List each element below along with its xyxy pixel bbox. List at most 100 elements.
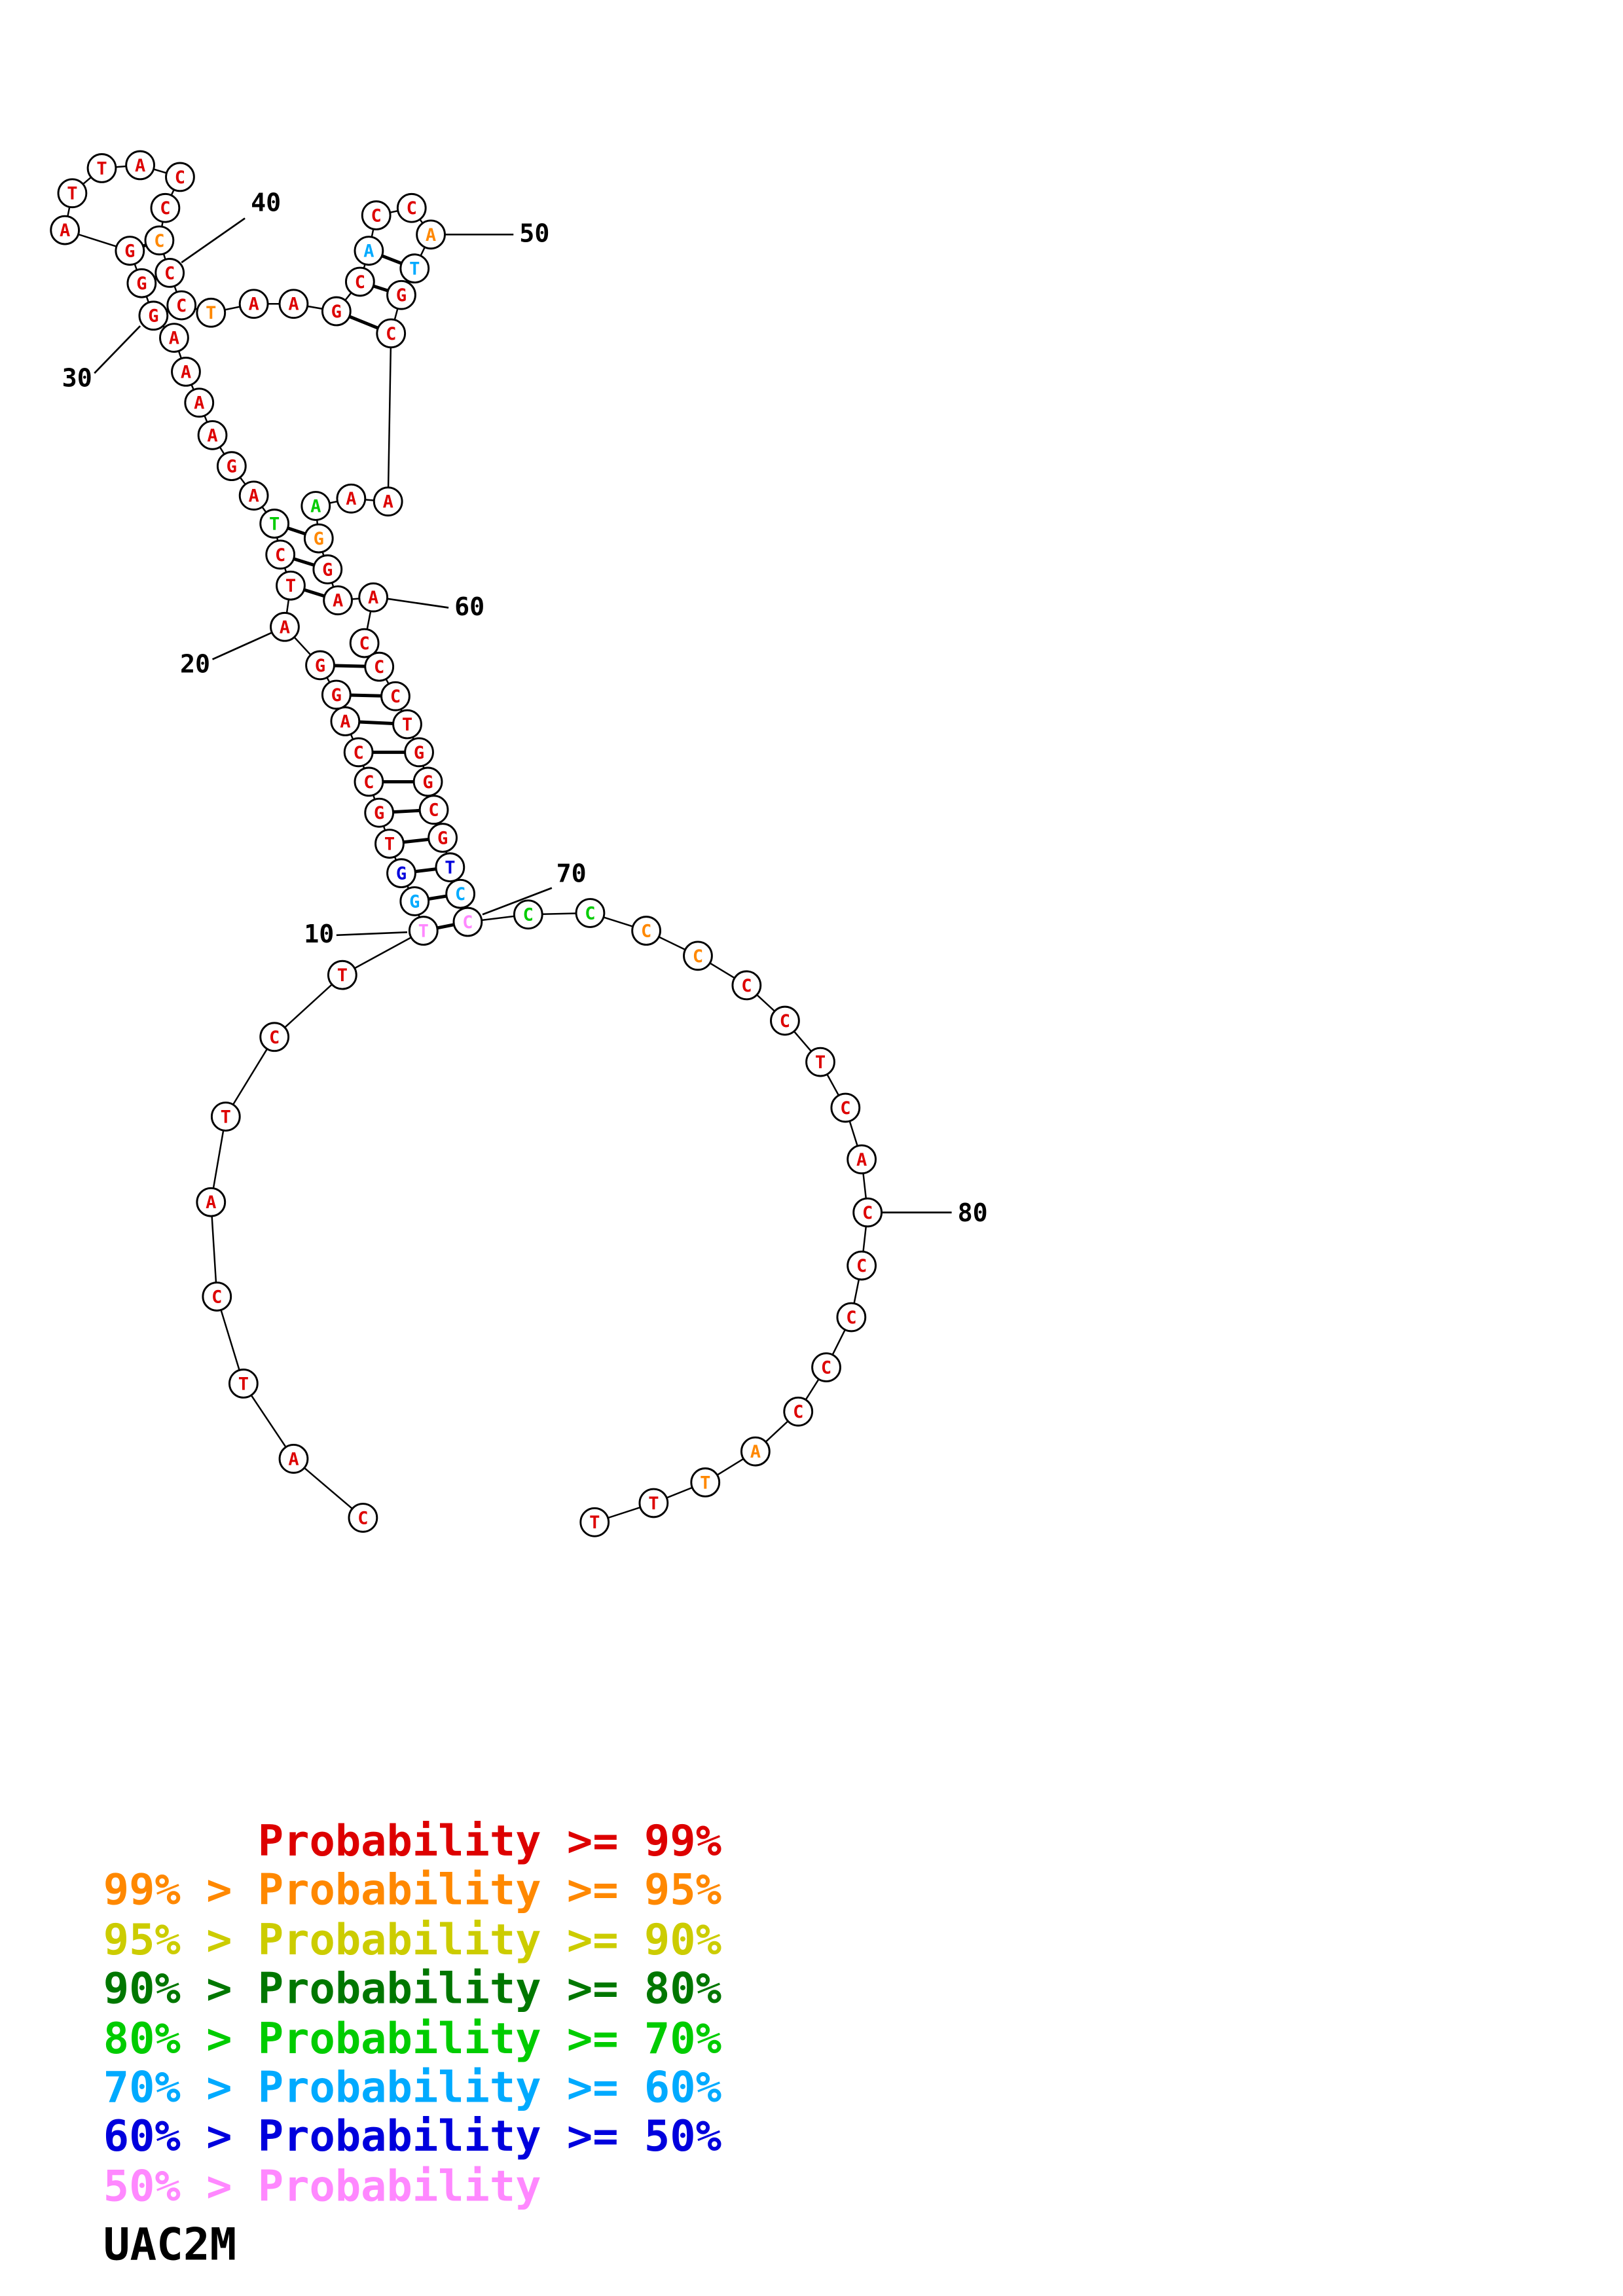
svg-text:C: C	[374, 657, 384, 677]
svg-text:A: A	[135, 156, 145, 176]
legend-line-0: Probability >= 99%	[103, 1816, 721, 1866]
label-leader-line	[94, 325, 141, 374]
nucleotide: A	[416, 219, 446, 250]
nucleotide: G	[321, 296, 352, 327]
nucleotide: C	[345, 266, 375, 297]
nucleotide: C	[348, 1503, 378, 1533]
nucleotide: A	[323, 585, 353, 616]
nucleotide: T	[399, 253, 430, 284]
nucleotide: G	[412, 766, 443, 797]
svg-text:A: A	[368, 588, 378, 608]
svg-text:C: C	[269, 1028, 280, 1048]
nucleotide: C	[265, 539, 296, 570]
nucleotide: C	[452, 906, 483, 937]
nucleotide: A	[125, 150, 155, 181]
nucleotide: A	[270, 611, 300, 642]
nucleotide: G	[126, 268, 157, 298]
svg-text:G: G	[414, 743, 424, 763]
nucleotide: A	[301, 491, 331, 521]
nucleotide: A	[373, 486, 403, 517]
nucleotide: C	[380, 681, 410, 711]
legend-line-2: 95% > Probability >= 90%	[103, 1915, 721, 1965]
nucleotide: T	[196, 297, 227, 328]
position-label: 10	[304, 920, 334, 949]
svg-text:C: C	[585, 903, 595, 924]
nucleotide: T	[374, 829, 405, 859]
svg-text:C: C	[780, 1011, 790, 1031]
svg-text:G: G	[437, 829, 448, 849]
legend-line-7: 50% > Probability	[103, 2161, 541, 2211]
legend-line-5: 70% > Probability >= 60%	[103, 2062, 721, 2112]
svg-text:T: T	[409, 259, 420, 279]
position-label: 20	[180, 650, 210, 679]
label-leader-line	[482, 887, 553, 916]
nucleotide: A	[358, 582, 389, 613]
svg-text:C: C	[355, 272, 365, 293]
nucleotide: A	[159, 323, 189, 353]
svg-text:A: A	[248, 295, 259, 315]
nucleotide: G	[386, 279, 416, 310]
nucleotide: G	[138, 300, 169, 331]
nucleotide: A	[171, 357, 201, 387]
nucleotide: C	[150, 192, 181, 223]
nucleotide: C	[418, 795, 449, 825]
svg-text:C: C	[164, 263, 175, 283]
svg-text:C: C	[523, 905, 534, 925]
nucleotide: C	[631, 916, 661, 946]
svg-text:C: C	[175, 168, 185, 188]
svg-text:A: A	[169, 329, 179, 349]
svg-text:A: A	[383, 492, 393, 512]
nucleotide: C	[259, 1022, 290, 1052]
nucleotide: C	[354, 766, 384, 797]
svg-text:A: A	[750, 1442, 761, 1462]
nucleotide: C	[166, 290, 197, 321]
svg-text:C: C	[211, 1287, 222, 1307]
nucleotide: A	[197, 420, 228, 450]
svg-text:A: A	[194, 393, 204, 414]
position-label: 80	[958, 1198, 988, 1228]
nucleotide: C	[683, 941, 713, 971]
svg-text:A: A	[206, 1193, 216, 1213]
nucleotide: A	[196, 1187, 227, 1217]
svg-text:C: C	[363, 772, 374, 793]
svg-text:T: T	[269, 514, 280, 535]
svg-text:C: C	[846, 1308, 856, 1328]
svg-text:C: C	[275, 545, 285, 565]
nucleotide: T	[276, 570, 306, 601]
nucleotide: G	[404, 737, 434, 768]
nucleotide: C	[731, 970, 762, 1001]
svg-text:T: T	[206, 303, 216, 323]
svg-text:C: C	[160, 198, 170, 219]
position-label: 40	[251, 188, 281, 217]
nucleotide: T	[579, 1507, 610, 1537]
svg-text:C: C	[154, 231, 164, 251]
nucleotide: G	[303, 523, 334, 554]
nucleotide: A	[847, 1144, 877, 1175]
svg-text:C: C	[407, 198, 417, 219]
svg-text:C: C	[386, 324, 396, 344]
nucleotide: G	[115, 236, 145, 266]
nucleotide: C	[144, 225, 175, 256]
svg-text:G: G	[315, 656, 325, 676]
svg-text:T: T	[285, 576, 296, 596]
nucleotide: C	[770, 1005, 800, 1036]
label-leader-line	[211, 632, 272, 660]
nucleotide: A	[740, 1436, 771, 1467]
nucleotide: T	[435, 852, 465, 883]
nucleotide: A	[354, 236, 384, 266]
legend-line-1: 99% > Probability >= 95%	[103, 1865, 721, 1914]
svg-text:A: A	[333, 591, 343, 611]
svg-text:A: A	[346, 489, 356, 509]
svg-text:G: G	[409, 891, 420, 912]
nucleotide: C	[830, 1092, 861, 1123]
svg-text:G: G	[124, 242, 135, 262]
position-label: 50	[519, 219, 549, 249]
svg-text:A: A	[288, 1449, 299, 1469]
svg-text:C: C	[455, 884, 465, 905]
svg-text:C: C	[353, 743, 363, 763]
nucleotide: G	[386, 858, 416, 889]
svg-text:T: T	[384, 834, 395, 855]
svg-text:C: C	[462, 912, 473, 933]
svg-text:A: A	[181, 362, 191, 382]
